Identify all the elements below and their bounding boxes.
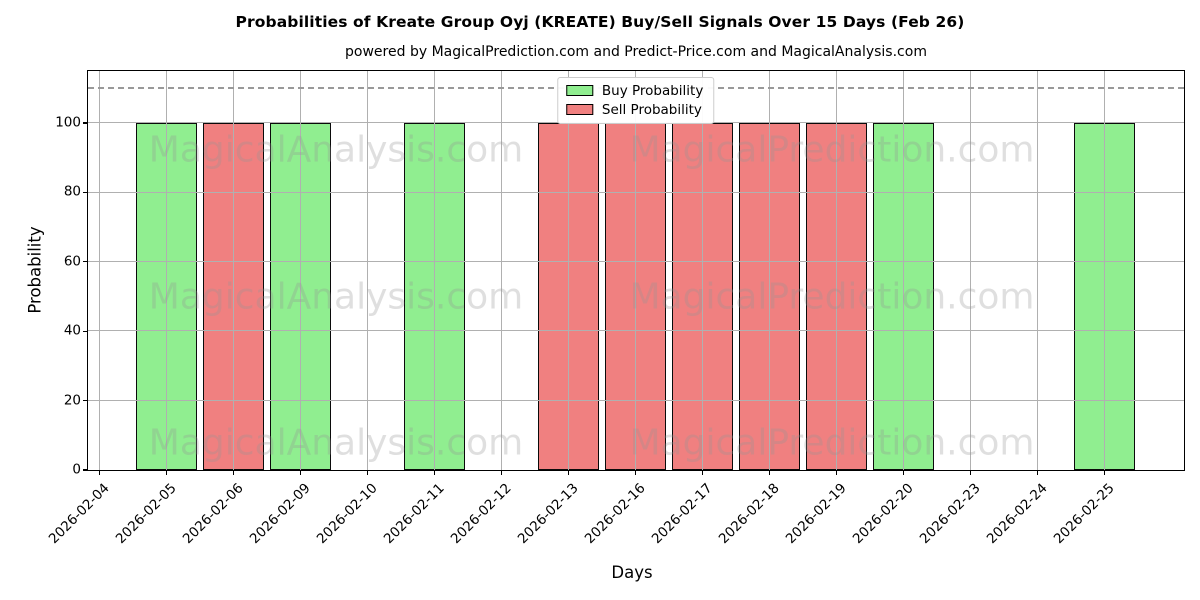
x-tick bbox=[1103, 470, 1106, 475]
x-tick bbox=[98, 470, 101, 475]
x-tick bbox=[433, 470, 436, 475]
x-tick bbox=[366, 470, 369, 475]
x-tick bbox=[701, 470, 704, 475]
legend-item: Buy Probability bbox=[565, 82, 704, 99]
horizontal-gridline bbox=[87, 191, 1184, 193]
x-tick-label: 2026-02-05 bbox=[112, 480, 180, 548]
horizontal-gridline bbox=[87, 330, 1184, 332]
vertical-gridline bbox=[1103, 70, 1105, 470]
x-tick bbox=[1036, 470, 1039, 475]
x-tick bbox=[768, 470, 771, 475]
legend-swatch-sell bbox=[565, 104, 593, 116]
x-tick bbox=[969, 470, 972, 475]
legend: Buy Probability Sell Probability bbox=[556, 76, 715, 124]
x-tick-label: 2026-02-11 bbox=[380, 480, 448, 548]
horizontal-gridline bbox=[87, 399, 1184, 401]
legend-item: Sell Probability bbox=[565, 101, 703, 118]
legend-swatch-buy bbox=[565, 85, 593, 97]
y-tick-label: 80 bbox=[63, 183, 81, 200]
x-tick bbox=[902, 470, 905, 475]
plot-area: Buy Probability Sell Probability bbox=[86, 69, 1185, 471]
vertical-gridline bbox=[768, 70, 770, 470]
y-tick-label: 0 bbox=[72, 461, 81, 478]
x-tick-label: 2026-02-19 bbox=[782, 480, 850, 548]
y-tick-label: 100 bbox=[55, 114, 81, 131]
vertical-gridline bbox=[835, 70, 837, 470]
horizontal-gridline bbox=[87, 260, 1184, 262]
vertical-gridline bbox=[500, 70, 502, 470]
x-tick bbox=[232, 470, 235, 475]
vertical-gridline bbox=[567, 70, 569, 470]
y-tick-label: 60 bbox=[63, 253, 81, 270]
x-tick-label: 2026-02-09 bbox=[246, 480, 314, 548]
y-tick bbox=[82, 399, 88, 402]
x-tick bbox=[567, 470, 570, 475]
x-tick-label: 2026-02-06 bbox=[179, 480, 247, 548]
y-axis-label: Probability bbox=[25, 226, 45, 314]
x-tick-label: 2026-02-04 bbox=[45, 480, 113, 548]
vertical-gridline bbox=[969, 70, 971, 470]
x-tick bbox=[299, 470, 302, 475]
x-tick-label: 2026-02-10 bbox=[313, 480, 381, 548]
chart-subtitle: powered by MagicalPrediction.com and Pre… bbox=[345, 44, 927, 60]
vertical-gridline bbox=[701, 70, 703, 470]
y-tick-label: 40 bbox=[63, 322, 81, 339]
x-tick-label: 2026-02-23 bbox=[916, 480, 984, 548]
vertical-gridline bbox=[232, 70, 234, 470]
x-tick bbox=[500, 470, 503, 475]
vertical-gridline bbox=[433, 70, 435, 470]
vertical-gridline bbox=[634, 70, 636, 470]
vertical-gridline bbox=[98, 70, 100, 470]
vertical-gridline bbox=[366, 70, 368, 470]
x-tick-label: 2026-02-20 bbox=[849, 480, 917, 548]
y-tick bbox=[82, 261, 88, 263]
x-tick bbox=[165, 470, 168, 475]
y-tick bbox=[82, 191, 88, 194]
y-tick-label: 20 bbox=[63, 392, 81, 409]
legend-label: Buy Probability bbox=[601, 82, 704, 99]
x-tick-label: 2026-02-25 bbox=[1050, 480, 1118, 548]
vertical-gridline bbox=[165, 70, 167, 470]
vertical-gridline bbox=[299, 70, 301, 470]
y-tick bbox=[82, 122, 88, 124]
x-tick bbox=[634, 470, 637, 475]
chart-title: Probabilities of Kreate Group Oyj (KREAT… bbox=[235, 13, 965, 31]
legend-label: Sell Probability bbox=[601, 101, 702, 118]
vertical-gridline bbox=[902, 70, 904, 470]
vertical-gridline bbox=[1036, 70, 1038, 470]
x-axis-label: Days bbox=[611, 563, 653, 582]
y-tick bbox=[82, 469, 88, 471]
x-tick-label: 2026-02-24 bbox=[983, 480, 1051, 548]
x-tick bbox=[835, 470, 838, 475]
x-tick-label: 2026-02-12 bbox=[447, 480, 515, 548]
y-tick bbox=[82, 330, 88, 332]
